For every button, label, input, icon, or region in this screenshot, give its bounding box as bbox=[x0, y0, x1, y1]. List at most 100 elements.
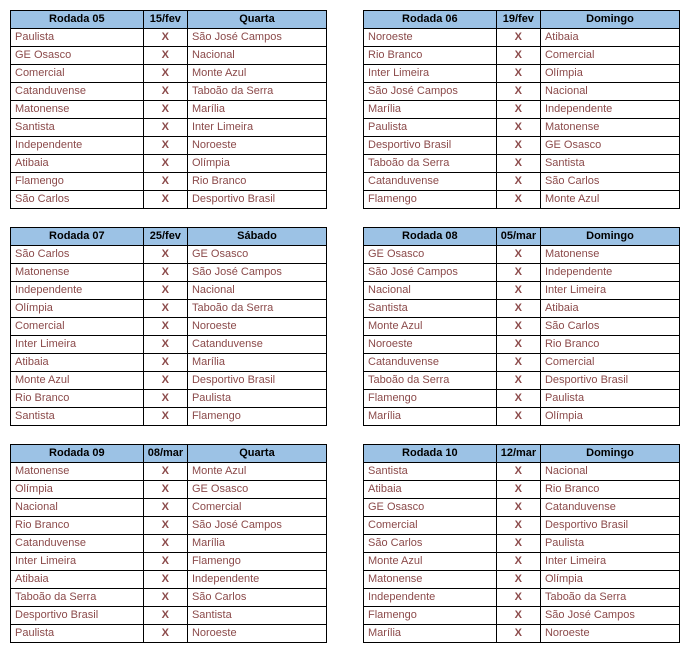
away-team: Rio Branco bbox=[540, 481, 679, 499]
match-row: Inter LimeiraXOlímpia bbox=[364, 65, 680, 83]
round-title: Rodada 09 bbox=[11, 445, 144, 463]
versus-marker: X bbox=[496, 83, 540, 101]
home-team: Nacional bbox=[364, 282, 497, 300]
home-team: Santista bbox=[11, 119, 144, 137]
versus-marker: X bbox=[496, 101, 540, 119]
home-team: Comercial bbox=[11, 65, 144, 83]
away-team: Marília bbox=[187, 535, 326, 553]
away-team: Flamengo bbox=[187, 553, 326, 571]
match-row: MaríliaXNoroeste bbox=[364, 625, 680, 643]
round-title: Rodada 06 bbox=[364, 11, 497, 29]
versus-marker: X bbox=[496, 173, 540, 191]
match-row: IndependenteXNacional bbox=[11, 282, 327, 300]
away-team: Monte Azul bbox=[187, 65, 326, 83]
versus-marker: X bbox=[496, 119, 540, 137]
home-team: Atibaia bbox=[11, 155, 144, 173]
versus-marker: X bbox=[143, 481, 187, 499]
away-team: Atibaia bbox=[540, 29, 679, 47]
home-team: Desportivo Brasil bbox=[11, 607, 144, 625]
versus-marker: X bbox=[496, 571, 540, 589]
away-team: Paulista bbox=[187, 390, 326, 408]
home-team: Marília bbox=[364, 101, 497, 119]
match-row: AtibaiaXIndependente bbox=[11, 571, 327, 589]
home-team: Olímpia bbox=[11, 481, 144, 499]
away-team: GE Osasco bbox=[540, 137, 679, 155]
versus-marker: X bbox=[496, 155, 540, 173]
round-table: Rodada 1012/marDomingoSantistaXNacionalA… bbox=[363, 444, 680, 643]
versus-marker: X bbox=[143, 336, 187, 354]
match-row: MatonenseXMarília bbox=[11, 101, 327, 119]
away-team: Olímpia bbox=[540, 408, 679, 426]
round-weekday: Domingo bbox=[540, 445, 679, 463]
home-team: Catanduvense bbox=[11, 535, 144, 553]
round-date: 15/fev bbox=[143, 11, 187, 29]
home-team: GE Osasco bbox=[11, 47, 144, 65]
away-team: São José Campos bbox=[187, 29, 326, 47]
round-title: Rodada 10 bbox=[364, 445, 497, 463]
round-table: Rodada 0908/marQuartaMatonenseXMonte Azu… bbox=[10, 444, 327, 643]
match-row: NoroesteXAtibaia bbox=[364, 29, 680, 47]
home-team: Inter Limeira bbox=[11, 336, 144, 354]
versus-marker: X bbox=[143, 354, 187, 372]
match-row: MatonenseXOlímpia bbox=[364, 571, 680, 589]
versus-marker: X bbox=[496, 535, 540, 553]
match-row: GE OsascoXNacional bbox=[11, 47, 327, 65]
match-row: OlímpiaXGE Osasco bbox=[11, 481, 327, 499]
round-title: Rodada 05 bbox=[11, 11, 144, 29]
home-team: Taboão da Serra bbox=[364, 155, 497, 173]
home-team: Catanduvense bbox=[364, 173, 497, 191]
versus-marker: X bbox=[143, 173, 187, 191]
match-row: Taboão da SerraXSantista bbox=[364, 155, 680, 173]
match-row: CatanduvenseXTaboão da Serra bbox=[11, 83, 327, 101]
away-team: Catanduvense bbox=[540, 499, 679, 517]
match-row: Desportivo BrasilXGE Osasco bbox=[364, 137, 680, 155]
match-row: Desportivo BrasilXSantista bbox=[11, 607, 327, 625]
home-team: Noroeste bbox=[364, 29, 497, 47]
round-weekday: Quarta bbox=[187, 445, 326, 463]
match-row: Monte AzulXSão Carlos bbox=[364, 318, 680, 336]
match-row: São CarlosXGE Osasco bbox=[11, 246, 327, 264]
home-team: GE Osasco bbox=[364, 499, 497, 517]
home-team: São Carlos bbox=[11, 191, 144, 209]
match-row: Rio BrancoXSão José Campos bbox=[11, 517, 327, 535]
versus-marker: X bbox=[143, 101, 187, 119]
versus-marker: X bbox=[143, 264, 187, 282]
home-team: Comercial bbox=[364, 517, 497, 535]
away-team: Nacional bbox=[540, 463, 679, 481]
home-team: Atibaia bbox=[11, 354, 144, 372]
match-row: NacionalXComercial bbox=[11, 499, 327, 517]
home-team: Taboão da Serra bbox=[11, 589, 144, 607]
versus-marker: X bbox=[143, 65, 187, 83]
away-team: Rio Branco bbox=[187, 173, 326, 191]
away-team: Atibaia bbox=[540, 300, 679, 318]
versus-marker: X bbox=[496, 517, 540, 535]
versus-marker: X bbox=[496, 607, 540, 625]
versus-marker: X bbox=[143, 553, 187, 571]
versus-marker: X bbox=[143, 300, 187, 318]
versus-marker: X bbox=[143, 408, 187, 426]
versus-marker: X bbox=[496, 137, 540, 155]
away-team: Noroeste bbox=[187, 318, 326, 336]
versus-marker: X bbox=[496, 625, 540, 643]
match-row: São CarlosXDesportivo Brasil bbox=[11, 191, 327, 209]
home-team: São Carlos bbox=[364, 535, 497, 553]
away-team: São Carlos bbox=[540, 318, 679, 336]
round-weekday: Domingo bbox=[540, 228, 679, 246]
away-team: Nacional bbox=[187, 282, 326, 300]
match-row: CatanduvenseXSão Carlos bbox=[364, 173, 680, 191]
away-team: São Carlos bbox=[187, 589, 326, 607]
match-row: AtibaiaXOlímpia bbox=[11, 155, 327, 173]
match-row: Rio BrancoXComercial bbox=[364, 47, 680, 65]
home-team: Flamengo bbox=[11, 173, 144, 191]
versus-marker: X bbox=[496, 553, 540, 571]
away-team: Desportivo Brasil bbox=[187, 191, 326, 209]
match-row: GE OsascoXMatonense bbox=[364, 246, 680, 264]
match-row: MaríliaXIndependente bbox=[364, 101, 680, 119]
match-row: FlamengoXRio Branco bbox=[11, 173, 327, 191]
home-team: Paulista bbox=[11, 625, 144, 643]
away-team: Desportivo Brasil bbox=[540, 372, 679, 390]
away-team: Olímpia bbox=[540, 65, 679, 83]
home-team: Taboão da Serra bbox=[364, 372, 497, 390]
away-team: Noroeste bbox=[187, 137, 326, 155]
round-table: Rodada 0805/marDomingoGE OsascoXMatonens… bbox=[363, 227, 680, 426]
